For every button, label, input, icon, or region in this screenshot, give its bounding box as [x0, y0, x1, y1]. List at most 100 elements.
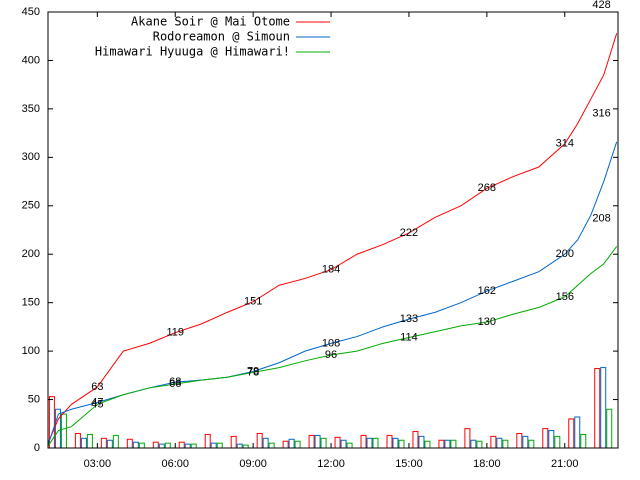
bar — [294, 440, 301, 449]
x-tick-label: 15:00 — [395, 458, 423, 470]
y-tick-label: 50 — [28, 393, 40, 405]
bar — [606, 408, 613, 449]
x-tick-label: 21:00 — [551, 458, 579, 470]
bar — [320, 437, 327, 449]
bar — [418, 435, 425, 449]
bar — [386, 434, 393, 449]
bar — [190, 443, 197, 449]
bar — [152, 441, 159, 449]
x-tick-label: 06:00 — [161, 458, 189, 470]
y-tick-label: 250 — [22, 200, 40, 212]
bar — [476, 440, 483, 449]
y-tick-label: 150 — [22, 297, 40, 309]
data-label: 63 — [91, 381, 103, 393]
bar — [314, 434, 321, 449]
bar — [496, 437, 503, 449]
data-label: 428 — [592, 0, 610, 11]
bar — [210, 442, 217, 449]
series-line — [47, 246, 618, 447]
legend-label: Akane Soir @ Mai Otome — [131, 15, 290, 29]
y-tick-label: 300 — [22, 151, 40, 163]
bar — [542, 428, 549, 449]
data-label: 130 — [478, 316, 496, 328]
bar — [86, 433, 93, 449]
data-label: 119 — [166, 327, 184, 339]
bar — [392, 437, 399, 449]
y-tick-label: 200 — [22, 248, 40, 260]
bar — [366, 437, 373, 449]
legend-label: Himawari Hyuuga @ Himawari! — [95, 45, 290, 59]
bar — [580, 433, 587, 449]
bar — [138, 442, 145, 449]
bar — [346, 442, 353, 449]
data-label: 314 — [556, 138, 574, 150]
bar — [398, 439, 405, 449]
data-label: 208 — [592, 212, 610, 224]
data-label: 133 — [400, 313, 418, 325]
bar — [262, 437, 269, 449]
y-tick-label: 100 — [22, 345, 40, 357]
data-label: 222 — [400, 227, 418, 239]
bar — [308, 434, 315, 449]
bar — [112, 434, 119, 449]
bar — [594, 368, 601, 449]
legend-label: Rodoreamon @ Simoun — [153, 30, 290, 44]
series-line — [47, 141, 618, 446]
bar — [74, 432, 81, 449]
data-label: 108 — [322, 337, 340, 349]
bar — [164, 442, 171, 449]
series-line — [47, 33, 618, 444]
bar — [132, 441, 139, 449]
plot-border — [47, 11, 619, 449]
bar — [438, 439, 445, 449]
data-label: 316 — [592, 108, 610, 120]
bar — [450, 439, 457, 449]
bar — [100, 437, 107, 449]
bar — [574, 416, 581, 449]
bar — [412, 431, 419, 449]
data-label: 151 — [244, 296, 262, 308]
bar — [178, 441, 185, 449]
bar — [372, 437, 379, 449]
data-label: 268 — [478, 182, 496, 194]
bar — [204, 433, 211, 449]
data-label: 162 — [478, 285, 496, 297]
bar — [256, 432, 263, 449]
x-tick-label: 09:00 — [239, 458, 267, 470]
data-label: 47 — [91, 396, 103, 408]
bar — [106, 439, 113, 449]
bar — [490, 435, 497, 449]
data-label: 114 — [400, 331, 418, 343]
bar — [216, 442, 223, 449]
bar — [554, 435, 561, 449]
bar — [80, 437, 87, 449]
data-label: 45 — [91, 398, 103, 410]
x-tick-label: 18:00 — [473, 458, 501, 470]
bar — [60, 413, 67, 449]
data-label: 200 — [556, 248, 574, 260]
bar — [528, 439, 535, 449]
data-label: 156 — [556, 291, 574, 303]
data-label: 68 — [169, 376, 181, 388]
data-label: 78 — [247, 366, 259, 378]
y-tick-label: 0 — [34, 442, 40, 454]
data-label: 96 — [325, 349, 337, 361]
bar — [288, 438, 295, 449]
bar — [600, 367, 607, 449]
bar — [548, 430, 555, 449]
data-label: 184 — [322, 264, 340, 276]
bar — [184, 443, 191, 449]
bar — [522, 435, 529, 449]
bar — [470, 439, 477, 449]
bar — [236, 443, 243, 449]
bar — [464, 428, 471, 449]
bar — [502, 439, 509, 449]
bar — [334, 436, 341, 449]
data-label: 79 — [247, 365, 259, 377]
bar — [444, 439, 451, 449]
y-tick-label: 400 — [22, 54, 40, 66]
bar — [158, 443, 165, 449]
bar — [268, 442, 275, 449]
x-tick-label: 12:00 — [317, 458, 345, 470]
